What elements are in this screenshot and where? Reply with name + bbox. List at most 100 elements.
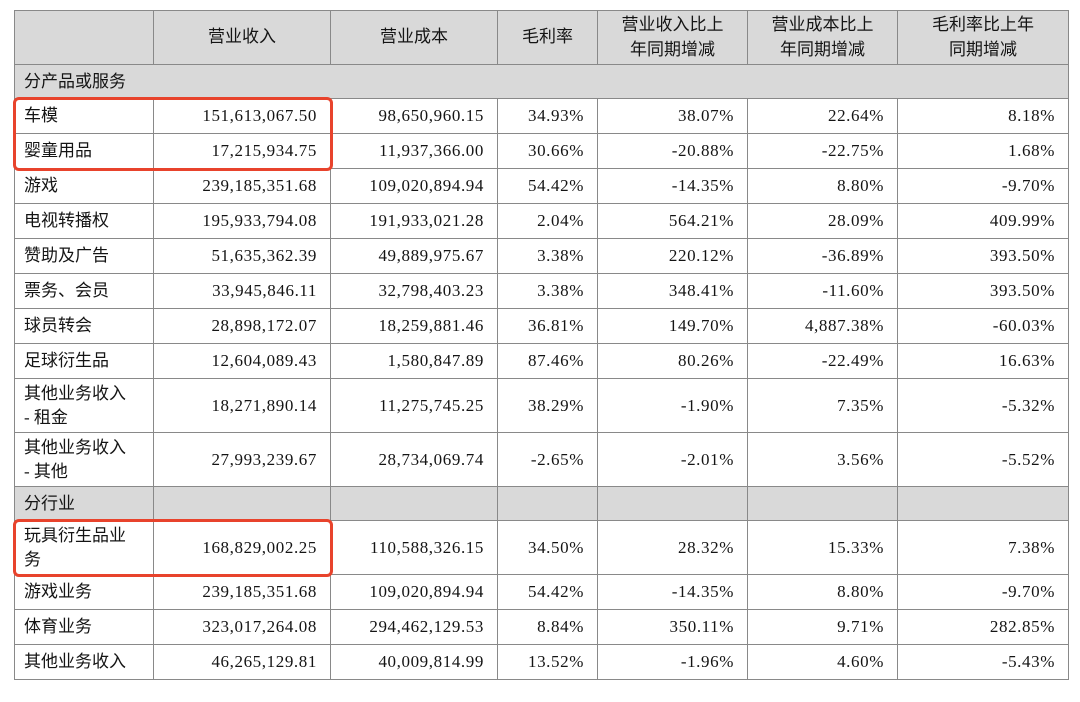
table-cell: 87.46% <box>497 343 598 379</box>
row-label: 电视转播权 <box>14 203 154 239</box>
table-row: 球员转会 28,898,172.07 18,259,881.46 36.81% 149.… <box>14 308 1069 344</box>
table-cell: 38.29% <box>497 378 598 433</box>
table-cell: 9.71% <box>747 609 898 645</box>
table-cell: 40,009,814.99 <box>330 644 498 680</box>
table-cell: 28.32% <box>597 520 748 575</box>
table-cell: -60.03% <box>897 308 1069 344</box>
row-label: 体育业务 <box>14 609 154 645</box>
header-row: 营业收入 营业成本 毛利率 营业收入比上 年同期增减 营业成本比上 年同期增减 毛利率比上… <box>14 10 1069 65</box>
table-cell: 17,215,934.75 <box>153 133 331 169</box>
table-cell: 28,898,172.07 <box>153 308 331 344</box>
column-header-item <box>14 10 154 65</box>
table-row: 游戏 239,185,351.68 109,020,894.94 54.42% -14.… <box>14 168 1069 204</box>
table-cell: -9.70% <box>897 574 1069 610</box>
table-cell: -5.43% <box>897 644 1069 680</box>
table-body: 分产品或服务 车模 151,613,067.50 98,650,960.15 34.93… <box>14 64 1069 680</box>
section-cell <box>597 486 748 521</box>
table-cell: 195,933,794.08 <box>153 203 331 239</box>
table-cell: -2.65% <box>497 432 598 487</box>
row-label: 球员转会 <box>14 308 154 344</box>
table-cell: 46,265,129.81 <box>153 644 331 680</box>
table-cell: -14.35% <box>597 168 748 204</box>
table-cell: 7.35% <box>747 378 898 433</box>
table-cell: 348.41% <box>597 273 748 309</box>
section-cell <box>747 486 898 521</box>
table-cell: 4,887.38% <box>747 308 898 344</box>
table-cell: 149.70% <box>597 308 748 344</box>
table-cell: 12,604,089.43 <box>153 343 331 379</box>
section-row: 分行业 <box>14 486 1069 521</box>
table-cell: 15.33% <box>747 520 898 575</box>
table-cell: 109,020,894.94 <box>330 574 498 610</box>
table-cell: 282.85% <box>897 609 1069 645</box>
table-cell: 4.60% <box>747 644 898 680</box>
table-cell: 2.04% <box>497 203 598 239</box>
row-label: 赞助及广告 <box>14 238 154 274</box>
table-cell: 33,945,846.11 <box>153 273 331 309</box>
table-cell: 8.80% <box>747 574 898 610</box>
table-cell: -5.32% <box>897 378 1069 433</box>
table-cell: -11.60% <box>747 273 898 309</box>
table-cell: 393.50% <box>897 238 1069 274</box>
revenue-cost-margin-table: 营业收入 营业成本 毛利率 营业收入比上 年同期增减 营业成本比上 年同期增减 毛利率比上… <box>14 10 1069 680</box>
table-cell: 8.80% <box>747 168 898 204</box>
table-cell: -1.90% <box>597 378 748 433</box>
table-cell: 191,933,021.28 <box>330 203 498 239</box>
table-cell: 239,185,351.68 <box>153 168 331 204</box>
table-cell: 323,017,264.08 <box>153 609 331 645</box>
table-cell: 34.93% <box>497 98 598 134</box>
table-cell: -36.89% <box>747 238 898 274</box>
row-label: 游戏 <box>14 168 154 204</box>
table-cell: 16.63% <box>897 343 1069 379</box>
table-cell: 409.99% <box>897 203 1069 239</box>
table-cell: 3.38% <box>497 238 598 274</box>
table-cell: 28.09% <box>747 203 898 239</box>
table-cell: 22.64% <box>747 98 898 134</box>
table-cell: 8.84% <box>497 609 598 645</box>
table-cell: 8.18% <box>897 98 1069 134</box>
table-cell: 18,259,881.46 <box>330 308 498 344</box>
table-row: 体育业务 323,017,264.08 294,462,129.53 8.84% 350… <box>14 609 1069 645</box>
table-cell: -5.52% <box>897 432 1069 487</box>
column-header-gross_margin: 毛利率 <box>497 10 598 65</box>
table-cell: -20.88% <box>597 133 748 169</box>
table-cell: 80.26% <box>597 343 748 379</box>
table-row: 玩具衍生品业 务 168,829,002.25 110,588,326.15 34.5… <box>14 520 1069 575</box>
table-cell: -22.75% <box>747 133 898 169</box>
table-row: 其他业务收入 - 其他 27,993,239.67 28,734,069.74 -2.… <box>14 432 1069 487</box>
table-cell: 350.11% <box>597 609 748 645</box>
table-cell: 220.12% <box>597 238 748 274</box>
row-label: 玩具衍生品业 务 <box>14 520 154 575</box>
column-header-cost_yoy: 营业成本比上 年同期增减 <box>747 10 898 65</box>
section-row: 分产品或服务 <box>14 64 1069 99</box>
table-cell: -2.01% <box>597 432 748 487</box>
row-label: 其他业务收入 - 租金 <box>14 378 154 433</box>
section-label: 分行业 <box>14 486 154 521</box>
table-cell: 28,734,069.74 <box>330 432 498 487</box>
column-header-revenue_yoy: 营业收入比上 年同期增减 <box>597 10 748 65</box>
table-cell: 1.68% <box>897 133 1069 169</box>
table-cell: 54.42% <box>497 574 598 610</box>
table-cell: 11,937,366.00 <box>330 133 498 169</box>
row-label: 婴童用品 <box>14 133 154 169</box>
table-cell: 34.50% <box>497 520 598 575</box>
section-cell <box>897 486 1069 521</box>
table-cell: 1,580,847.89 <box>330 343 498 379</box>
table-row: 婴童用品 17,215,934.75 11,937,366.00 30.66% -20.… <box>14 133 1069 169</box>
table-cell: 36.81% <box>497 308 598 344</box>
table-cell: 239,185,351.68 <box>153 574 331 610</box>
table-cell: 18,271,890.14 <box>153 378 331 433</box>
column-header-margin_yoy: 毛利率比上年 同期增减 <box>897 10 1069 65</box>
table-cell: -1.96% <box>597 644 748 680</box>
table-cell: 32,798,403.23 <box>330 273 498 309</box>
table-cell: 109,020,894.94 <box>330 168 498 204</box>
table-row: 车模 151,613,067.50 98,650,960.15 34.93% 38.07… <box>14 98 1069 134</box>
table-cell: -22.49% <box>747 343 898 379</box>
table-cell: 7.38% <box>897 520 1069 575</box>
table-cell: -14.35% <box>597 574 748 610</box>
table-header: 营业收入 营业成本 毛利率 营业收入比上 年同期增减 营业成本比上 年同期增减 毛利率比上… <box>14 10 1069 65</box>
table-row: 其他业务收入 46,265,129.81 40,009,814.99 13.52% -1… <box>14 644 1069 680</box>
row-label: 其他业务收入 <box>14 644 154 680</box>
table-cell: 27,993,239.67 <box>153 432 331 487</box>
table-row: 电视转播权 195,933,794.08 191,933,021.28 2.04% 56… <box>14 203 1069 239</box>
